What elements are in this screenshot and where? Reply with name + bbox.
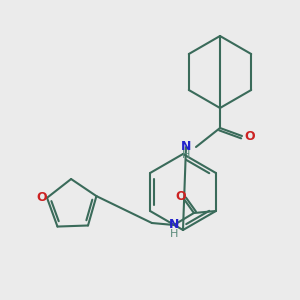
Text: O: O <box>176 190 186 203</box>
Text: H: H <box>170 229 178 239</box>
Text: N: N <box>169 218 179 232</box>
Text: O: O <box>244 130 255 142</box>
Text: N: N <box>181 140 191 152</box>
Text: O: O <box>37 191 47 204</box>
Text: H: H <box>182 150 190 160</box>
